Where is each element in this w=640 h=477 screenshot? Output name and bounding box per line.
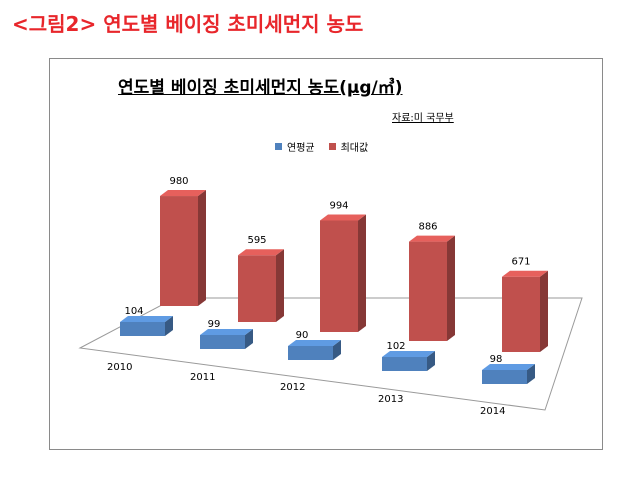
chart-title: 연도별 베이징 초미세먼지 농도(µg/㎥) bbox=[118, 78, 403, 98]
max-value-label-2013: 886 bbox=[418, 222, 437, 233]
max-bar-2010-side bbox=[198, 190, 206, 306]
avg-bar-2013 bbox=[382, 357, 427, 371]
avg-bar-2011 bbox=[200, 335, 245, 349]
chart-legend: 연평균 최대값 bbox=[275, 139, 368, 154]
max-bar-2010 bbox=[160, 196, 198, 306]
max-bar-2011-top bbox=[238, 249, 284, 256]
max-value-label-2014: 671 bbox=[511, 257, 530, 268]
legend-swatch-max bbox=[328, 143, 336, 150]
avg-value-label-2014: 98 bbox=[490, 354, 503, 365]
max-bar-2012 bbox=[320, 220, 358, 332]
avg-bar-2011-top bbox=[200, 329, 253, 335]
category-label-2013: 2013 bbox=[378, 394, 403, 405]
avg-bar-2014 bbox=[482, 370, 527, 384]
max-bar-2013 bbox=[409, 241, 447, 341]
max-bar-2014 bbox=[502, 276, 540, 352]
category-label-2011: 2011 bbox=[190, 372, 215, 383]
max-bar-2011-side bbox=[276, 249, 284, 322]
category-label-2014: 2014 bbox=[480, 406, 505, 417]
max-value-label-2012: 994 bbox=[329, 200, 348, 211]
max-bar-2010-top bbox=[160, 190, 206, 197]
max-bar-2011 bbox=[238, 255, 276, 322]
max-bar-2013-side bbox=[447, 235, 455, 341]
avg-bar-2012-side bbox=[333, 340, 341, 360]
avg-bar-2014-side bbox=[527, 364, 535, 384]
avg-value-label-2012: 90 bbox=[296, 330, 309, 341]
legend-label-max: 최대값 bbox=[340, 143, 369, 154]
chart-source: 자료:미 국무부 bbox=[392, 113, 454, 124]
max-bar-2014-top bbox=[502, 270, 548, 277]
avg-bar-2013-side bbox=[427, 351, 435, 371]
legend-item-max: 최대값 bbox=[328, 139, 369, 154]
page-heading: <그림2> 연도별 베이징 초미세먼지 농도 bbox=[12, 12, 364, 36]
avg-value-label-2013: 102 bbox=[386, 341, 405, 352]
avg-bar-2011-side bbox=[245, 329, 253, 349]
avg-bar-2010-side bbox=[165, 316, 173, 336]
avg-bar-2012-top bbox=[288, 340, 341, 346]
max-bar-2012-side bbox=[358, 214, 366, 332]
max-bar-2014-side bbox=[540, 270, 548, 352]
category-label-2010: 2010 bbox=[107, 362, 132, 373]
max-bar-2013-top bbox=[409, 235, 455, 242]
category-label-2012: 2012 bbox=[280, 382, 305, 393]
avg-bar-2014-top bbox=[482, 364, 535, 370]
legend-label-average: 연평균 bbox=[287, 143, 315, 154]
max-bar-2012-top bbox=[320, 214, 366, 221]
legend-item-average: 연평균 bbox=[275, 139, 315, 154]
avg-value-label-2011: 99 bbox=[208, 319, 221, 330]
avg-bar-2010 bbox=[120, 322, 165, 336]
max-value-label-2011: 595 bbox=[247, 235, 266, 246]
avg-bar-2013-top bbox=[382, 351, 435, 357]
avg-bar-2012 bbox=[288, 346, 333, 360]
max-value-label-2010: 980 bbox=[169, 176, 188, 187]
avg-bar-2010-top bbox=[120, 316, 173, 322]
avg-value-label-2010: 104 bbox=[124, 306, 143, 317]
legend-swatch-average bbox=[275, 143, 282, 150]
